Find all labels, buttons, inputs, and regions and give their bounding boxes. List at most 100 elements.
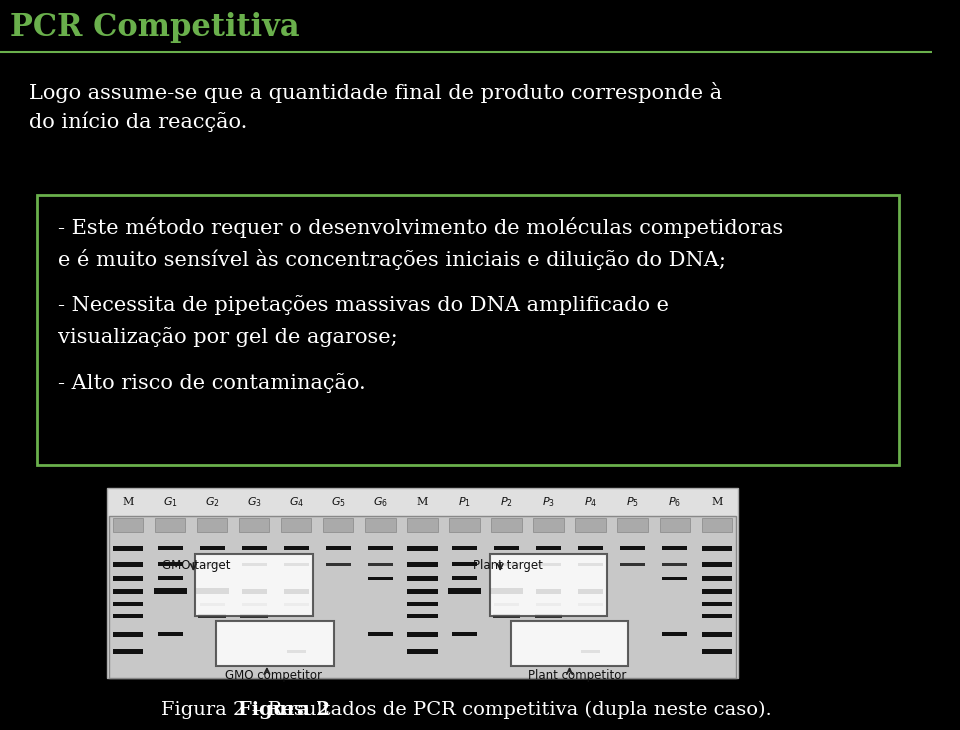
- Bar: [407, 648, 438, 653]
- Text: $P_{1}$: $P_{1}$: [458, 495, 471, 509]
- Text: - Necessita de pipetações massivas do DNA amplificado e: - Necessita de pipetações massivas do DN…: [59, 295, 669, 315]
- Bar: [368, 632, 393, 636]
- Text: $P_{5}$: $P_{5}$: [626, 495, 639, 509]
- Bar: [242, 563, 267, 566]
- Bar: [702, 631, 732, 637]
- Bar: [449, 518, 480, 532]
- Bar: [662, 577, 687, 580]
- Text: Logo assume-se que a quantidade final de produto corresponde à: Logo assume-se que a quantidade final de…: [29, 82, 722, 103]
- Bar: [534, 518, 564, 532]
- Bar: [407, 518, 438, 532]
- Bar: [407, 561, 438, 566]
- Text: $G_{5}$: $G_{5}$: [331, 495, 346, 509]
- Bar: [113, 648, 143, 653]
- Bar: [493, 563, 519, 566]
- Bar: [284, 563, 309, 566]
- Text: GMO target: GMO target: [162, 559, 230, 572]
- Bar: [492, 614, 520, 618]
- Bar: [407, 602, 438, 606]
- Bar: [157, 576, 182, 580]
- Bar: [702, 602, 732, 606]
- Bar: [156, 518, 185, 532]
- Bar: [407, 588, 438, 593]
- Text: e é muito sensível às concentrações iniciais e diluição do DNA;: e é muito sensível às concentrações inic…: [59, 249, 727, 270]
- Bar: [407, 631, 438, 637]
- Bar: [492, 518, 521, 532]
- Bar: [154, 588, 187, 594]
- Bar: [196, 554, 313, 616]
- Bar: [107, 488, 738, 678]
- Bar: [575, 518, 606, 532]
- Bar: [578, 588, 603, 593]
- Bar: [242, 602, 267, 605]
- Bar: [493, 602, 519, 605]
- Bar: [281, 518, 311, 532]
- Bar: [702, 575, 732, 580]
- Bar: [284, 602, 309, 605]
- Bar: [242, 546, 267, 550]
- Bar: [578, 602, 603, 605]
- Bar: [242, 588, 267, 593]
- Text: M: M: [711, 497, 722, 507]
- Bar: [702, 614, 732, 618]
- Bar: [452, 576, 477, 580]
- Bar: [157, 546, 182, 550]
- Bar: [578, 546, 603, 550]
- Text: $G_{3}$: $G_{3}$: [247, 495, 262, 509]
- Bar: [662, 632, 687, 636]
- Bar: [536, 588, 562, 593]
- Bar: [407, 614, 438, 618]
- Bar: [536, 546, 562, 550]
- Bar: [490, 554, 608, 616]
- Bar: [239, 518, 270, 532]
- Bar: [240, 614, 268, 618]
- Bar: [113, 545, 143, 550]
- Bar: [36, 195, 900, 465]
- Text: visualização por gel de agarose;: visualização por gel de agarose;: [59, 327, 398, 347]
- Bar: [284, 588, 309, 593]
- Bar: [702, 518, 732, 532]
- Bar: [108, 516, 736, 678]
- Bar: [284, 546, 309, 550]
- Bar: [216, 621, 334, 666]
- Bar: [452, 632, 477, 636]
- Text: GMO competitor: GMO competitor: [225, 669, 322, 683]
- Bar: [702, 545, 732, 550]
- Bar: [113, 518, 143, 532]
- Bar: [620, 546, 645, 550]
- Bar: [617, 518, 648, 532]
- Bar: [511, 621, 629, 666]
- Bar: [578, 563, 603, 566]
- Text: $G_{6}$: $G_{6}$: [372, 495, 388, 509]
- Bar: [493, 546, 519, 550]
- Bar: [407, 545, 438, 550]
- Bar: [702, 561, 732, 566]
- Bar: [368, 563, 393, 566]
- Bar: [113, 602, 143, 606]
- Bar: [620, 563, 645, 566]
- Text: - Alto risco de contaminação.: - Alto risco de contaminação.: [59, 373, 366, 393]
- Bar: [325, 563, 351, 566]
- Bar: [287, 650, 306, 653]
- Bar: [325, 546, 351, 550]
- Text: M: M: [123, 497, 133, 507]
- Text: - Este método requer o desenvolvimento de moléculas competidoras: - Este método requer o desenvolvimento d…: [59, 217, 783, 238]
- Bar: [197, 518, 228, 532]
- Text: Figura 2: Figura 2: [238, 701, 330, 719]
- Bar: [200, 602, 225, 605]
- Bar: [113, 561, 143, 566]
- Text: Plant competitor: Plant competitor: [527, 669, 626, 683]
- Bar: [324, 518, 353, 532]
- Bar: [447, 588, 481, 594]
- Bar: [452, 546, 477, 550]
- Bar: [113, 631, 143, 637]
- Text: $G_{1}$: $G_{1}$: [163, 495, 178, 509]
- Bar: [490, 588, 523, 594]
- Bar: [536, 602, 562, 605]
- Text: Figura 2 – Resultados de PCR competitiva (dupla neste caso).: Figura 2 – Resultados de PCR competitiva…: [160, 701, 772, 719]
- Bar: [157, 562, 182, 566]
- Text: do início da reacção.: do início da reacção.: [29, 112, 248, 133]
- Text: $P_{4}$: $P_{4}$: [584, 495, 597, 509]
- Text: $G_{2}$: $G_{2}$: [204, 495, 220, 509]
- Bar: [581, 650, 600, 653]
